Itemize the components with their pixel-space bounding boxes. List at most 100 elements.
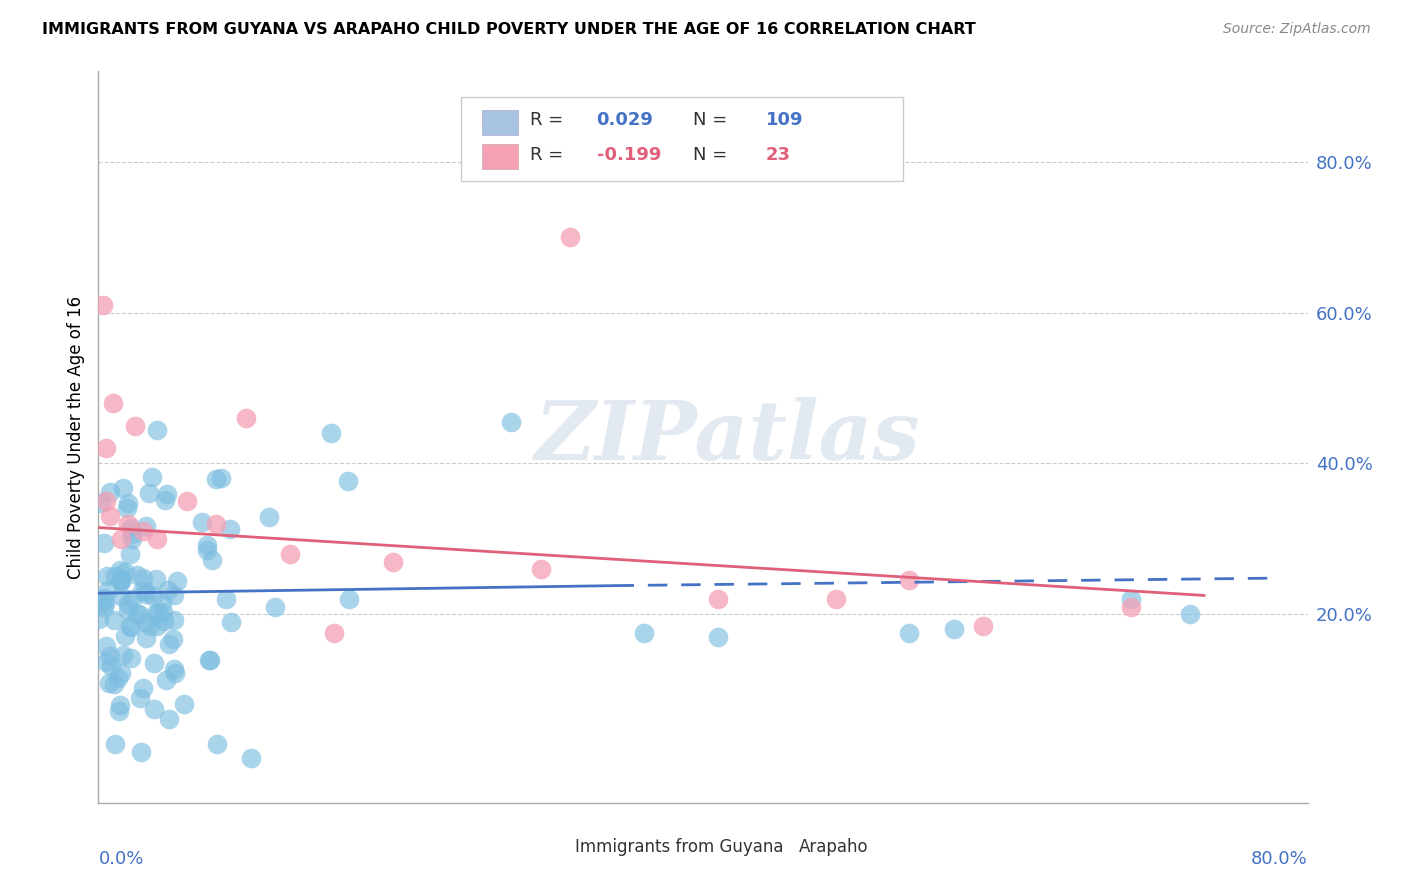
Text: Source: ZipAtlas.com: Source: ZipAtlas.com [1223, 22, 1371, 37]
Point [235, 411, 257, 425]
Point [94, 442, 117, 456]
Point [100, 659, 122, 673]
Bar [482, 110, 517, 135]
Point [205, 516, 228, 531]
Point [93, 600, 115, 615]
Point [163, 613, 186, 627]
Point [89, 612, 111, 626]
Point [114, 629, 136, 643]
Point [205, 737, 228, 751]
Point [132, 681, 155, 696]
Point [150, 596, 173, 610]
Point [110, 572, 132, 586]
Point [145, 619, 167, 633]
Text: 0.029: 0.029 [596, 112, 654, 129]
Point [108, 704, 131, 718]
Point [163, 588, 186, 602]
Point [972, 618, 994, 632]
Point [120, 521, 142, 535]
Point [128, 690, 150, 705]
Point [209, 471, 232, 485]
Point [157, 636, 180, 650]
Point [117, 501, 139, 516]
Point [165, 665, 187, 680]
Point [121, 526, 143, 541]
Point [898, 574, 921, 588]
Text: IMMIGRANTS FROM GUYANA VS ARAPAHO CHILD POVERTY UNDER THE AGE OF 16 CORRELATION : IMMIGRANTS FROM GUYANA VS ARAPAHO CHILD … [42, 22, 976, 37]
Point [198, 653, 221, 667]
Point [96, 569, 118, 583]
Text: Arapaho: Arapaho [799, 838, 868, 855]
Point [135, 587, 157, 601]
Point [129, 745, 152, 759]
Point [198, 653, 221, 667]
Point [94, 655, 117, 669]
Point [155, 673, 177, 688]
Point [93, 591, 115, 606]
Point [90, 496, 112, 510]
Point [139, 619, 162, 633]
Point [94, 639, 117, 653]
Point [97, 676, 120, 690]
Text: R =: R = [530, 146, 569, 164]
Point [162, 632, 184, 646]
Point [143, 657, 166, 671]
Point [145, 572, 167, 586]
Point [110, 574, 132, 589]
Point [141, 470, 163, 484]
Point [98, 649, 121, 664]
Point [121, 592, 143, 607]
Point [135, 632, 157, 646]
Point [1119, 599, 1142, 614]
Point [107, 671, 129, 685]
Point [112, 481, 135, 495]
Bar [534, 836, 568, 858]
Point [337, 474, 360, 488]
Point [278, 547, 301, 561]
Point [142, 589, 165, 603]
Bar [758, 836, 792, 858]
Point [128, 607, 150, 621]
Point [633, 626, 655, 640]
Text: N =: N = [693, 112, 734, 129]
Point [205, 471, 228, 485]
Point [240, 750, 263, 764]
Text: -0.199: -0.199 [596, 146, 661, 164]
Point [257, 510, 280, 524]
Point [201, 552, 224, 566]
Point [323, 626, 346, 640]
Point [153, 492, 176, 507]
Point [219, 615, 242, 629]
Point [155, 487, 177, 501]
Point [824, 592, 846, 607]
Point [135, 519, 157, 533]
Point [898, 626, 921, 640]
Point [157, 712, 180, 726]
Point [145, 607, 167, 621]
Point [110, 532, 132, 546]
Point [112, 648, 135, 662]
Point [264, 599, 287, 614]
Point [152, 605, 174, 619]
Point [219, 522, 242, 536]
Point [127, 568, 149, 582]
Point [121, 532, 143, 546]
Point [120, 618, 142, 632]
Point [163, 662, 186, 676]
Point [143, 702, 166, 716]
FancyBboxPatch shape [461, 97, 903, 181]
Point [124, 418, 146, 433]
Point [321, 426, 343, 441]
Point [134, 584, 156, 599]
Text: N =: N = [693, 146, 734, 164]
Point [108, 563, 131, 577]
Point [135, 615, 157, 629]
Point [103, 677, 125, 691]
Point [146, 606, 169, 620]
Text: 109: 109 [766, 112, 803, 129]
Point [706, 630, 728, 644]
Point [110, 590, 132, 604]
Point [120, 650, 142, 665]
Point [117, 496, 139, 510]
Point [152, 614, 174, 628]
